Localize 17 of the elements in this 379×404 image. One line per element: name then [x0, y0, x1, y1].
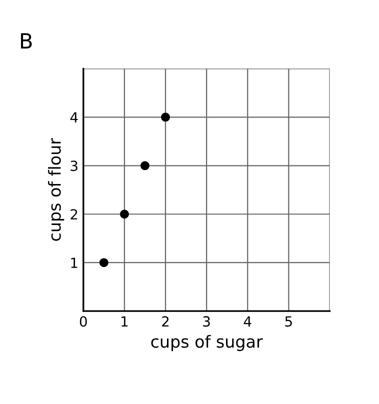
x-tick-label: 0: [80, 316, 87, 327]
y-axis-title: cups of flour: [48, 138, 64, 241]
x-axis-title: cups of sugar: [151, 334, 263, 352]
x-tick-label: 3: [203, 316, 210, 327]
point: [99, 258, 108, 268]
y-tick-label: 1: [71, 258, 78, 268]
y-tick-label: 2: [70, 209, 78, 220]
x-tick-label: 4: [244, 316, 252, 326]
x-tick-label: 5: [285, 316, 292, 327]
x-tick-label: 2: [162, 316, 169, 326]
y-tick-label: 3: [70, 160, 78, 172]
point: [120, 210, 129, 219]
y-tick-label: 4: [70, 112, 78, 122]
chart-title: B: [20, 33, 32, 48]
point: [140, 161, 150, 170]
point: [161, 112, 170, 122]
x-tick-label: 1: [122, 316, 128, 326]
